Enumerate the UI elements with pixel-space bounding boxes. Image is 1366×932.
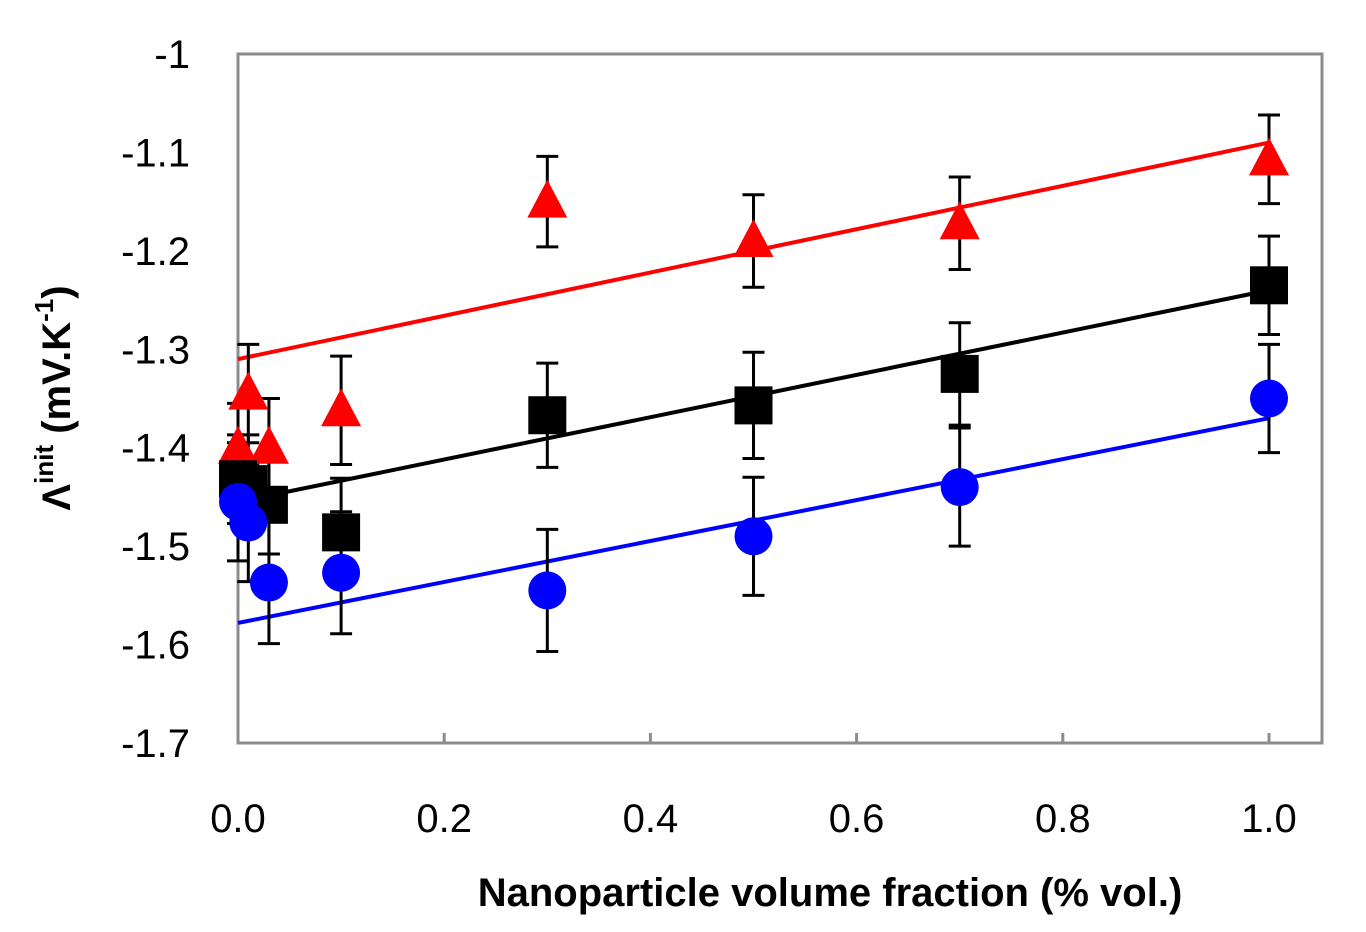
data-point-triangle	[321, 388, 362, 427]
data-point-triangle	[733, 219, 774, 258]
y-tick-label: -1	[154, 33, 190, 77]
data-point-square	[1250, 266, 1288, 305]
y-axis-superscript: init	[29, 445, 59, 484]
data-point-triangle	[527, 179, 568, 218]
data-point-circle	[734, 517, 773, 556]
data-point-circle	[940, 468, 979, 507]
y-tick-label: -1.6	[121, 624, 190, 668]
data-point-triangle	[248, 425, 289, 464]
y-axis-units: (mV.K	[35, 322, 79, 445]
y-tick-label: -1.3	[121, 328, 190, 372]
data-point-circle	[249, 563, 288, 602]
x-tick-label: 0.8	[1035, 797, 1091, 841]
y-tick-label: -1.2	[121, 230, 190, 274]
data-point-square	[322, 513, 361, 552]
data-point-triangle	[218, 425, 258, 464]
data-point-triangle	[939, 201, 980, 240]
x-axis-title: Nanoparticle volume fraction (% vol.)	[478, 871, 1183, 915]
y-axis-ticks: -1 -1.1 -1.2 -1.3 -1.4 -1.5 -1.6 -1.7	[121, 33, 190, 766]
data-point-square	[528, 396, 567, 435]
y-axis-symbol: Λ	[35, 484, 79, 511]
y-axis-unit-exponent: -1	[29, 299, 59, 322]
data-point-triangle	[1249, 137, 1289, 176]
data-point-circle	[229, 503, 268, 542]
x-tick-label: 1.0	[1241, 797, 1297, 841]
data-point-circle	[528, 571, 567, 610]
data-point-triangle	[228, 371, 269, 410]
data-point-square	[734, 386, 773, 425]
y-axis-title: Λinit (mV.K-1)	[29, 285, 79, 510]
y-tick-label: -1.7	[121, 722, 190, 766]
x-tick-label: 0.4	[623, 797, 679, 841]
y-axis-units-close: )	[35, 285, 79, 298]
y-tick-label: -1.5	[121, 525, 190, 569]
x-axis-ticks: 0.0 0.2 0.4 0.6 0.8 1.0	[210, 733, 1297, 841]
data-point-circle	[1250, 379, 1288, 418]
x-tick-label: 0.2	[416, 797, 472, 841]
x-tick-label: 0.0	[210, 797, 266, 841]
data-point-square	[940, 354, 979, 393]
data-markers	[218, 137, 1289, 610]
data-point-circle	[322, 553, 361, 592]
y-tick-label: -1.1	[121, 131, 190, 175]
plot-area	[236, 52, 1324, 745]
x-tick-label: 0.6	[829, 797, 885, 841]
y-tick-label: -1.4	[121, 427, 190, 471]
